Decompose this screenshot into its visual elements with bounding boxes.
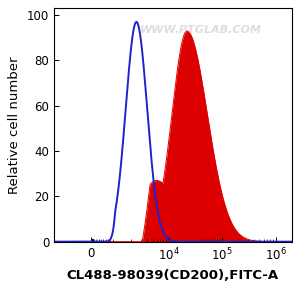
Y-axis label: Relative cell number: Relative cell number [8,56,21,194]
Text: WWW.PTGLAB.COM: WWW.PTGLAB.COM [140,25,262,35]
X-axis label: CL488-98039(CD200),FITC-A: CL488-98039(CD200),FITC-A [67,269,279,282]
